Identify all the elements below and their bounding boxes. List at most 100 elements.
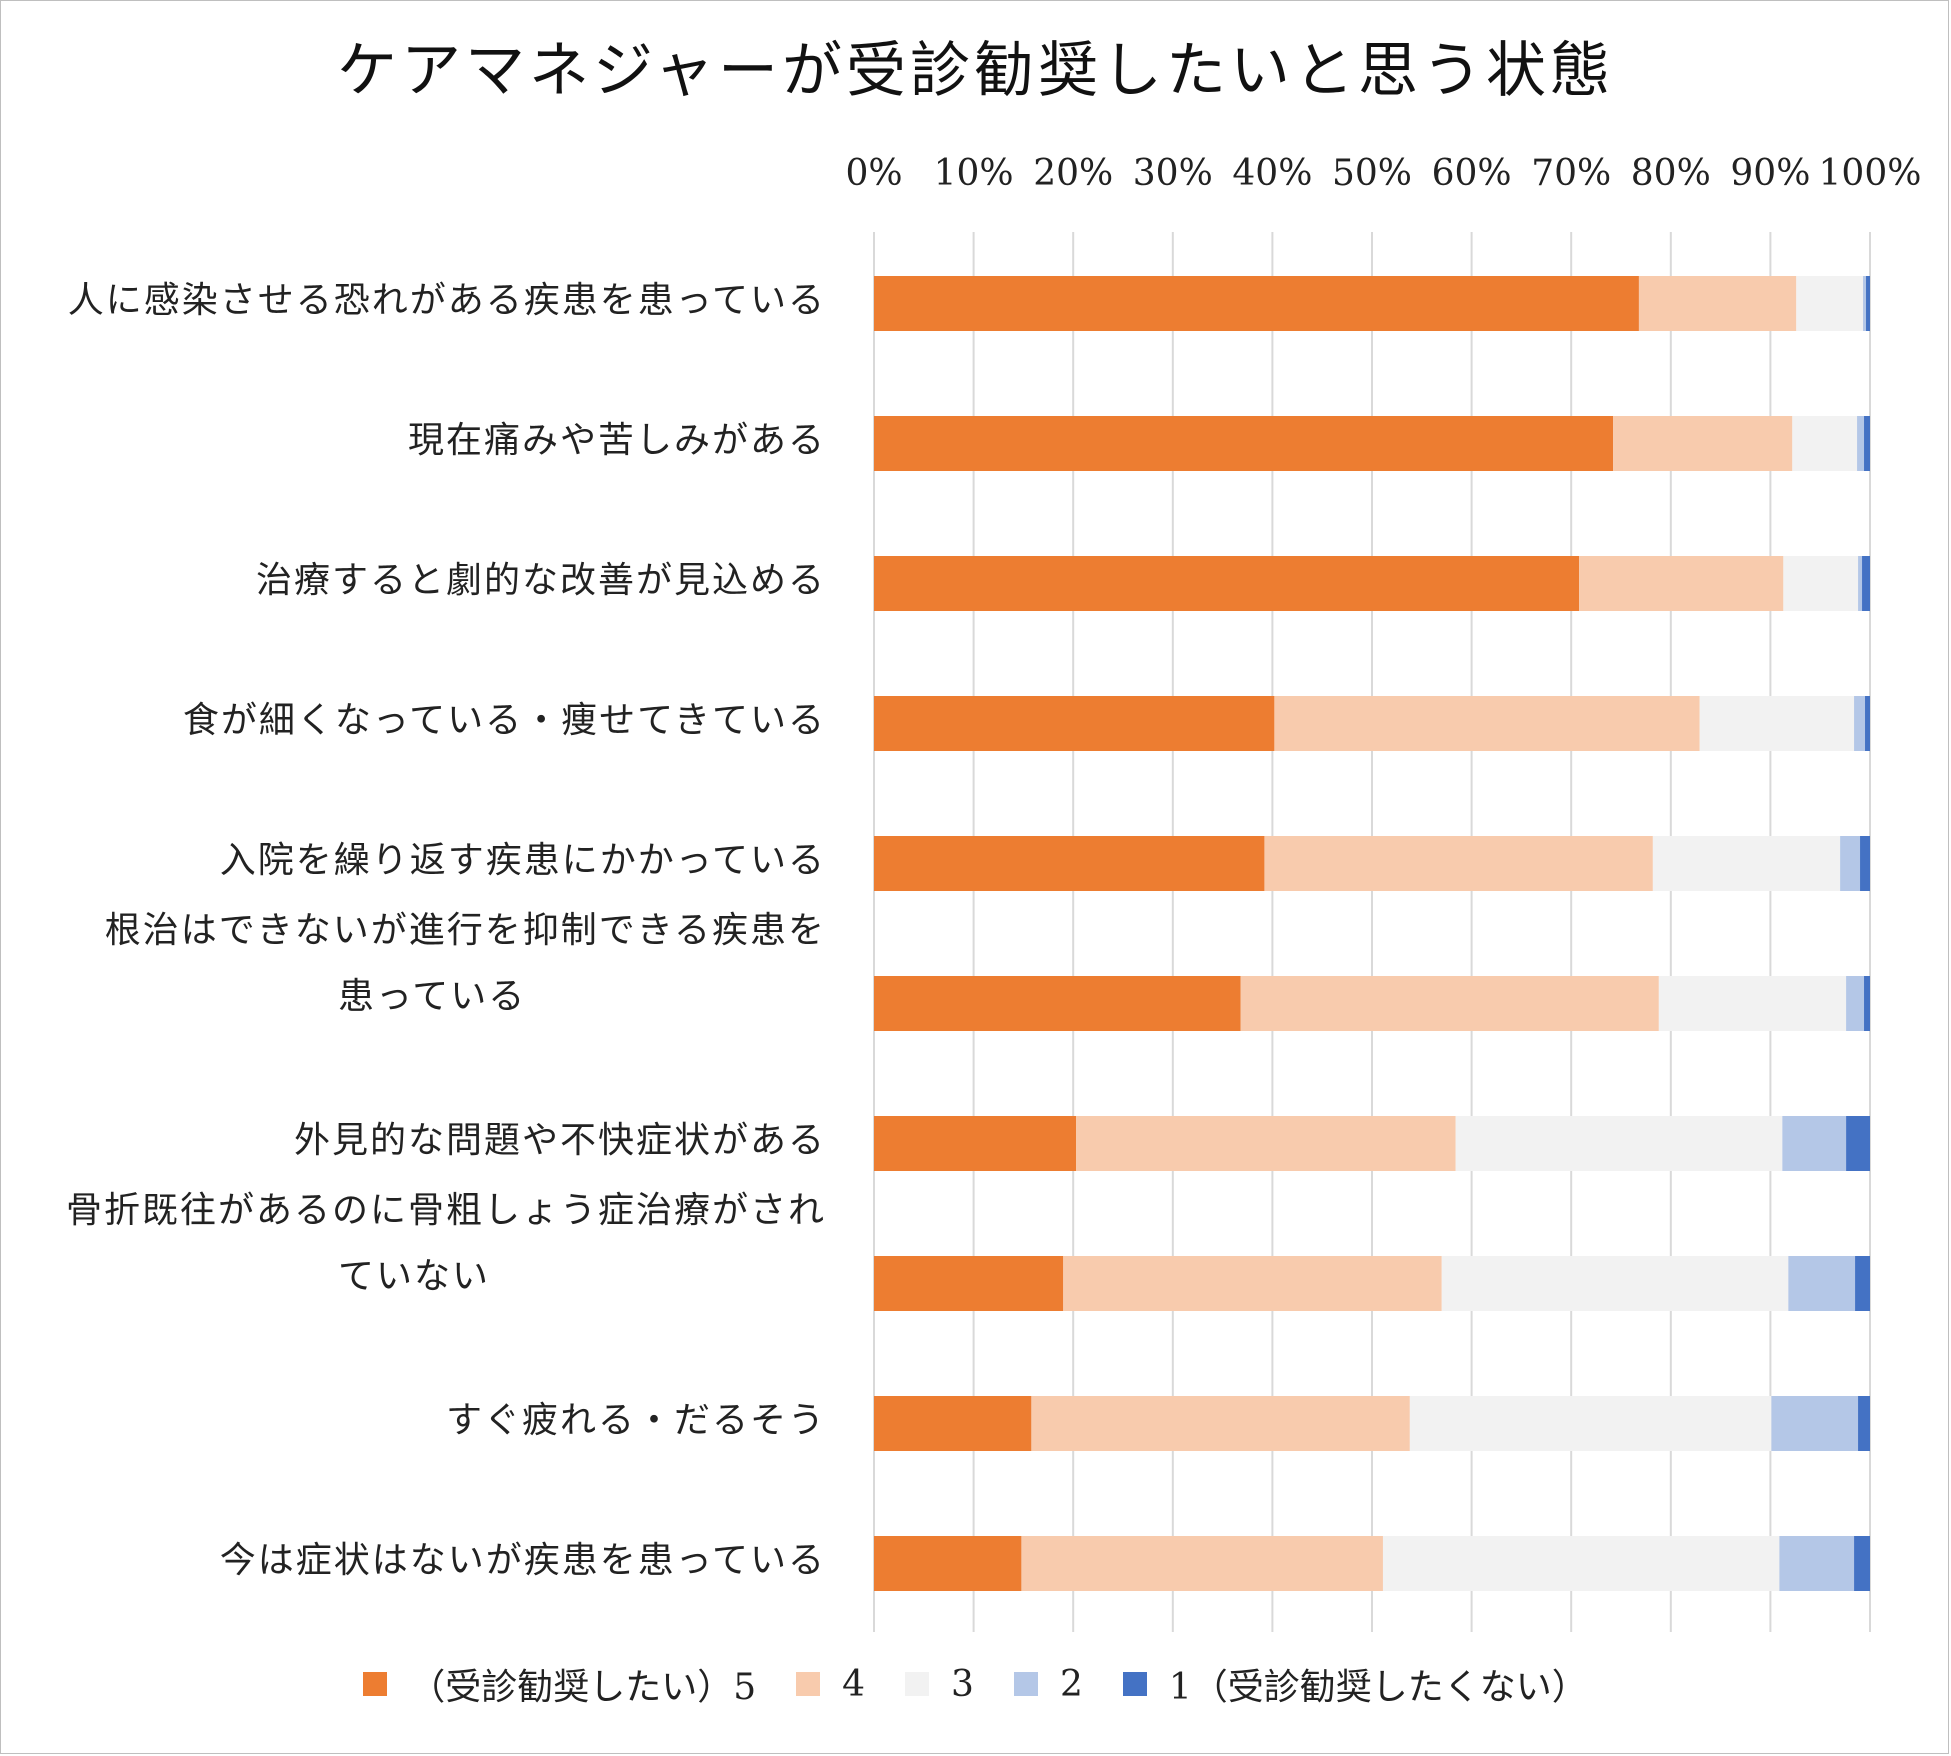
legend-item: 2 bbox=[1013, 1663, 1083, 1705]
bar-segment-series-2 bbox=[1638, 276, 1797, 331]
x-tick-label: 80% bbox=[1631, 153, 1711, 194]
category-label: 食が細くなっている・痩せてきている bbox=[6, 688, 826, 754]
bar-segment-series-4 bbox=[1788, 1256, 1856, 1311]
legend-label: 4 bbox=[842, 1663, 866, 1705]
bar-segment-series-3 bbox=[1796, 276, 1864, 331]
legend-item: （受診勧奨したい）5 bbox=[363, 1658, 756, 1710]
bar-segment-series-1 bbox=[874, 836, 1265, 891]
x-tick-label: 70% bbox=[1531, 153, 1611, 194]
bar-segment-series-3 bbox=[1382, 1536, 1780, 1591]
bar-segment-series-5 bbox=[1854, 1536, 1870, 1591]
category-label-line: 患っている bbox=[338, 975, 527, 1017]
bar-segment-series-3 bbox=[1783, 556, 1859, 611]
legend-swatch bbox=[1013, 1672, 1038, 1696]
bar-segment-series-5 bbox=[1855, 1256, 1870, 1311]
category-label-line: すぐ疲れる・だるそう bbox=[445, 1399, 826, 1441]
legend-label: （受診勧奨したい）5 bbox=[409, 1667, 757, 1708]
bar-segment-series-4 bbox=[1858, 556, 1863, 611]
bar-segment-series-2 bbox=[1031, 1396, 1410, 1451]
x-tick-label: 50% bbox=[1332, 153, 1412, 194]
x-tick-label: 30% bbox=[1133, 153, 1213, 194]
bar-segment-series-3 bbox=[1409, 1396, 1772, 1451]
bar-segment-series-1 bbox=[874, 1536, 1022, 1591]
bar-segment-series-2 bbox=[1021, 1536, 1383, 1591]
bar-segment-series-3 bbox=[1652, 836, 1841, 891]
x-tick-label: 100% bbox=[1819, 153, 1922, 194]
bar-segment-series-2 bbox=[1063, 1256, 1442, 1311]
bar-segment-series-2 bbox=[1579, 556, 1784, 611]
legend-item: 3 bbox=[905, 1664, 974, 1705]
category-label-line: 根治はできないが進行を抑制できる疾患を bbox=[104, 909, 826, 951]
x-tick-label: 20% bbox=[1033, 153, 1113, 194]
x-tick-label: 60% bbox=[1432, 153, 1512, 194]
category-label-line: 外見的な問題や不快症状がある bbox=[293, 1119, 826, 1161]
bar-segment-series-5 bbox=[1846, 1116, 1870, 1171]
bar-segment-series-2 bbox=[1613, 416, 1793, 471]
x-tick-label: 0% bbox=[845, 153, 902, 194]
legend: （受診勧奨したい）5 4 3 2 1（受診勧奨したくない） bbox=[0, 1656, 1951, 1712]
bar-segment-series-4 bbox=[1771, 1396, 1859, 1451]
bar-segment-series-5 bbox=[1860, 836, 1870, 891]
legend-item: 4 bbox=[796, 1664, 865, 1705]
bar-segment-series-1 bbox=[874, 276, 1639, 331]
legend-label: 1（受診勧奨したくない） bbox=[1168, 1667, 1588, 1708]
bar-segment-series-1 bbox=[874, 1396, 1032, 1451]
bar-segment-series-3 bbox=[1441, 1256, 1789, 1311]
category-label: 人に感染させる恐れがある疾患を患っている bbox=[6, 268, 826, 334]
category-label: 治療すると劇的な改善が見込める bbox=[6, 548, 826, 614]
chart-title: ケアマネジャーが受診勧奨したいと思う状態 bbox=[337, 36, 1614, 106]
category-label: 骨折既往があるのに骨粗しょう症治療がされ ていない bbox=[6, 1178, 826, 1310]
bar-segment-series-5 bbox=[1865, 696, 1870, 751]
category-label-line: 骨折既往があるのに骨粗しょう症治療がされ bbox=[65, 1189, 826, 1231]
category-label-line: 今は症状はないが疾患を患っている bbox=[219, 1539, 826, 1581]
bar-segment-series-4 bbox=[1782, 1116, 1847, 1171]
bar-segment-series-5 bbox=[1866, 276, 1870, 331]
bar-segment-series-5 bbox=[1864, 976, 1870, 1031]
category-label-line: 入院を繰り返す疾患にかかっている bbox=[219, 839, 826, 881]
category-label: 現在痛みや苦しみがある bbox=[6, 408, 826, 474]
bar-segment-series-4 bbox=[1854, 696, 1866, 751]
category-label-line: 食が細くなっている・痩せてきている bbox=[182, 699, 826, 741]
bar-segment-series-1 bbox=[874, 1116, 1077, 1171]
bar-segment-series-5 bbox=[1858, 1396, 1870, 1451]
x-axis-ticks: 0% 10% 20% 30% 40% 50% 60% 70% 80% 90% 100% bbox=[845, 153, 1921, 194]
bar-segment-series-1 bbox=[874, 556, 1580, 611]
bar-segment-series-3 bbox=[1658, 976, 1847, 1031]
category-label-line: 人に感染させる恐れがある疾患を患っている bbox=[67, 279, 826, 321]
category-label: 根治はできないが進行を抑制できる疾患を患っている bbox=[6, 898, 826, 1030]
bar-segment-series-3 bbox=[1699, 696, 1855, 751]
x-tick-label: 40% bbox=[1232, 153, 1312, 194]
bar-segment-series-1 bbox=[874, 696, 1275, 751]
legend-label: 2 bbox=[1059, 1663, 1083, 1705]
bar-segment-series-4 bbox=[1857, 416, 1865, 471]
category-label-line: 治療すると劇的な改善が見込める bbox=[255, 559, 826, 601]
bar-segment-series-4 bbox=[1863, 276, 1867, 331]
category-label: すぐ疲れる・だるそう bbox=[6, 1388, 826, 1454]
bar-segment-series-3 bbox=[1455, 1116, 1783, 1171]
bar-segment-series-5 bbox=[1864, 416, 1870, 471]
category-label: 今は症状はないが疾患を患っている bbox=[6, 1528, 826, 1594]
bar-segment-series-4 bbox=[1846, 976, 1865, 1031]
bar-segment-series-1 bbox=[874, 1256, 1064, 1311]
legend-swatch bbox=[905, 1672, 930, 1696]
x-tick-label: 90% bbox=[1730, 153, 1810, 194]
bar-segment-series-2 bbox=[1274, 696, 1700, 751]
x-tick-label: 10% bbox=[934, 153, 1014, 194]
legend-swatch bbox=[363, 1672, 388, 1696]
bar-segment-series-4 bbox=[1840, 836, 1861, 891]
category-label: 入院を繰り返す疾患にかかっている bbox=[6, 828, 826, 894]
bar-segment-series-2 bbox=[1240, 976, 1659, 1031]
bar-segment-series-4 bbox=[1779, 1536, 1855, 1591]
bar-segment-series-2 bbox=[1076, 1116, 1456, 1171]
bar-segment-series-2 bbox=[1264, 836, 1653, 891]
bar-segment-series-1 bbox=[874, 416, 1614, 471]
category-label-line: 現在痛みや苦しみがある bbox=[407, 419, 826, 461]
bars bbox=[874, 276, 1870, 1591]
category-label: 外見的な問題や不快症状がある bbox=[6, 1108, 826, 1174]
bar-segment-series-1 bbox=[874, 976, 1241, 1031]
legend-label: 3 bbox=[951, 1663, 974, 1705]
legend-swatch bbox=[796, 1672, 821, 1696]
bar-segment-series-3 bbox=[1792, 416, 1858, 471]
